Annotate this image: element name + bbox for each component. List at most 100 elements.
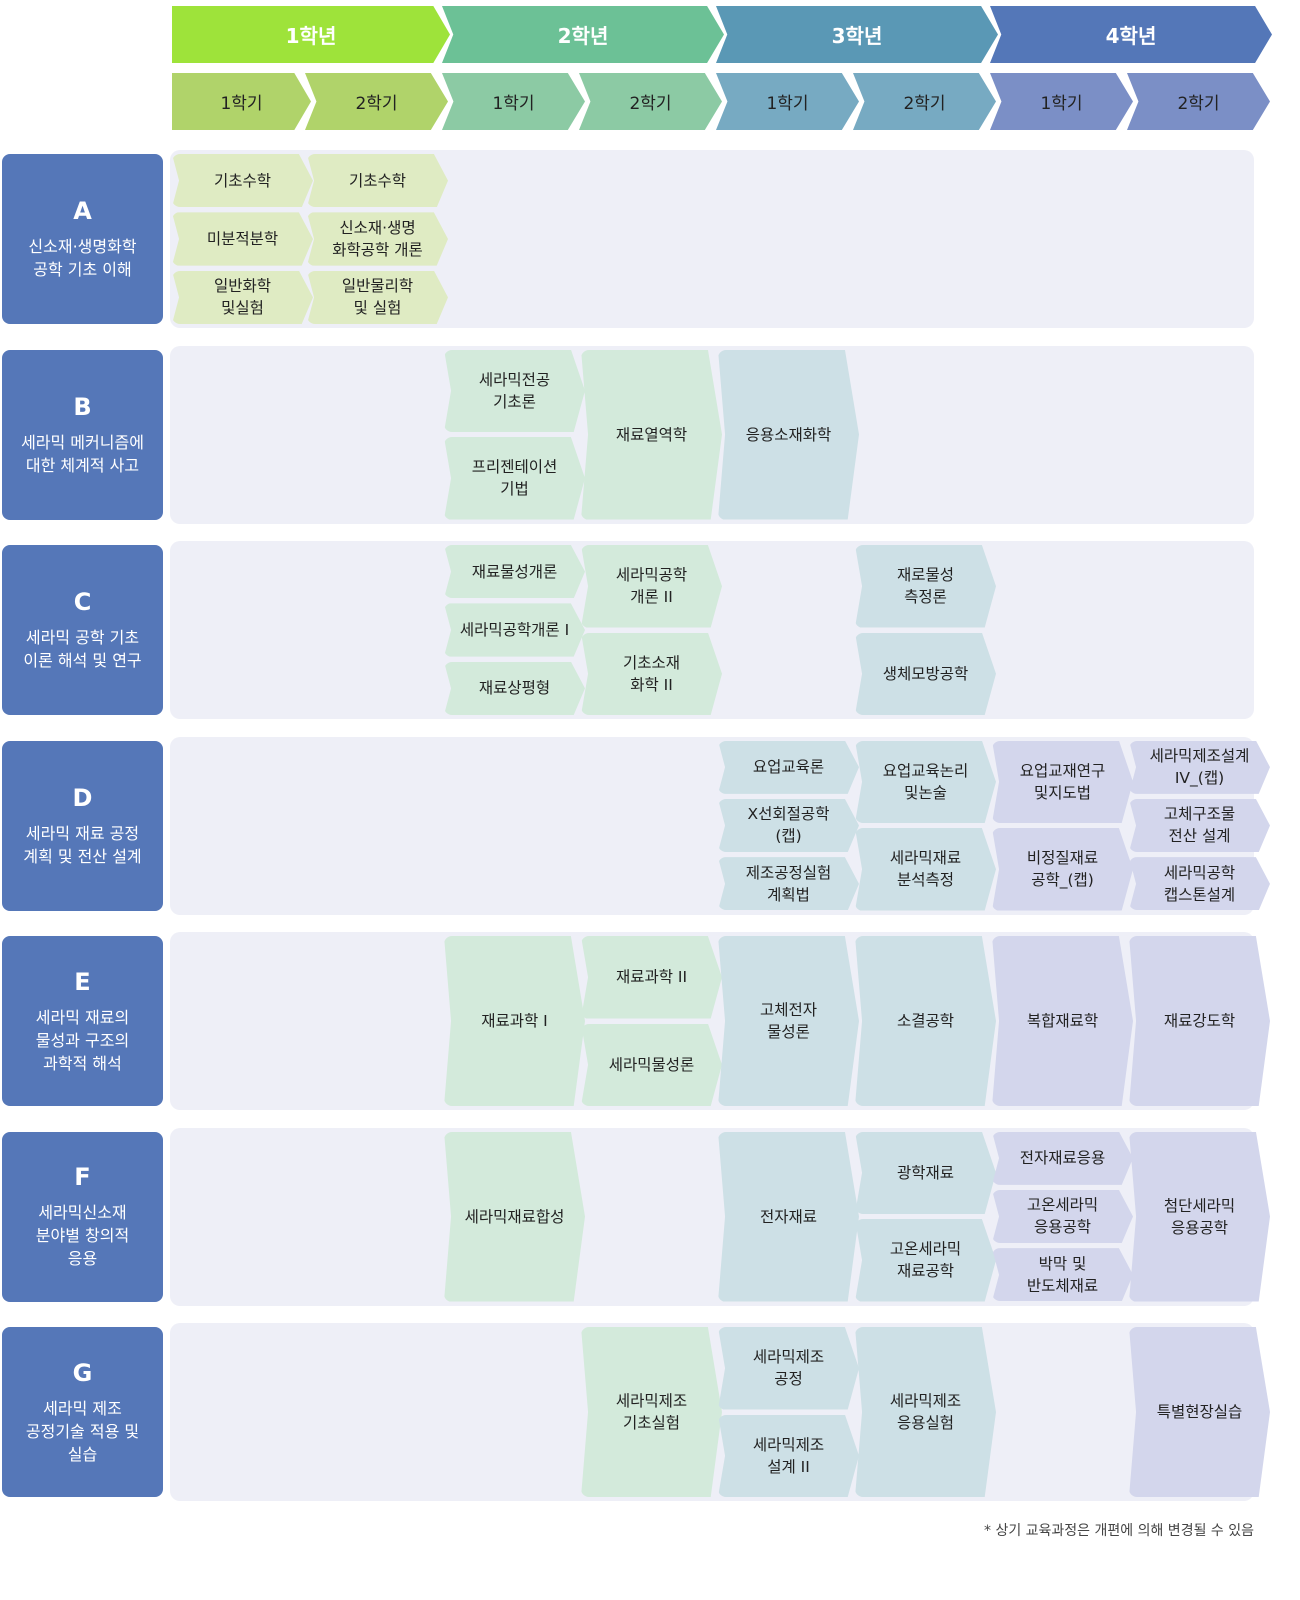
course-cell: 세라믹제조 응용실험 (855, 1327, 996, 1497)
course-cell: 기초수학 신소재·생명 화학공학 개론 일반물리학 및 실험 (307, 154, 448, 324)
course-cell: 요업교육론 X선회절공학 (캡) 제조공정실험 계획법 (718, 740, 859, 911)
course-cell: 고체전자 물성론 (718, 936, 859, 1106)
course-cell: 소결공학 (855, 936, 996, 1106)
competency-label: C 세라믹 공학 기초 이론 해석 및 연구 (2, 545, 163, 715)
semester-header: 2학기 (853, 73, 996, 130)
course-item: 응용소재화학 (718, 349, 859, 520)
course-item: 전자재료응용 (992, 1131, 1133, 1185)
competency-title: 신소재·생명화학 공학 기초 이해 (28, 237, 137, 279)
course-cell: 광학재료 고온세라믹 재료공학 (855, 1131, 996, 1302)
year-header: 1학년 (172, 6, 450, 63)
course-item: 재료상평형 (444, 661, 585, 715)
course-cell: 재료과학 I (444, 936, 585, 1106)
course-item: 기초소재 화학 II (581, 632, 722, 715)
footnote: * 상기 교육과정은 개편에 의해 변경될 수 있음 (984, 1523, 1254, 1539)
course-item: 제조공정실험 계획법 (718, 857, 859, 911)
course-cell: 세라믹제조 공정 세라믹제조 설계 II (718, 1327, 859, 1497)
course-item: 세라믹공학 캡스톤설계 (1129, 857, 1270, 911)
course-item: 고온세라믹 재료공학 (855, 1219, 996, 1302)
course-item: 기초수학 (307, 154, 448, 208)
course-cell: 세라믹제조설계 IV_(캡) 고체구조물 전산 설계 세라믹공학 캡스톤설계 (1129, 740, 1270, 911)
course-cell: 재료열역학 (581, 349, 722, 520)
course-item: 재료강도학 (1129, 936, 1270, 1106)
competency-title: 세라믹 제조 공정기술 적용 및 실습 (25, 1398, 140, 1464)
course-item: 요업교육론 (718, 740, 859, 794)
semester-header: 2학기 (1127, 73, 1270, 130)
course-item: 프리젠테이션 기법 (444, 437, 585, 520)
course-item: 세라믹제조설계 IV_(캡) (1129, 740, 1270, 794)
course-cell: 첨단세라믹 응용공학 (1129, 1131, 1270, 1302)
course-cell: 복합재료학 (992, 936, 1133, 1106)
competency-letter: B (73, 392, 92, 421)
competency-letter: D (72, 783, 93, 812)
course-item: 재료물성개론 (444, 545, 585, 599)
competency-title: 세라믹 재료의 물성과 구조의 과학적 해석 (35, 1007, 130, 1073)
course-cell: 재료물성개론 세라믹공학개론 I 재료상평형 (444, 545, 585, 715)
course-cell: 세라믹재료합성 (444, 1131, 585, 1302)
course-item: 일반화학 및실험 (172, 270, 313, 324)
competency-label: B 세라믹 메커니즘에 대한 체계적 사고 (2, 349, 163, 520)
year-header: 4학년 (990, 6, 1272, 63)
course-cell: 특별현장실습 (1129, 1327, 1270, 1497)
course-cell: 재료과학 II 세라믹물성론 (581, 936, 722, 1106)
course-cell: 요업교육논리 및논술 세라믹재료 분석측정 (855, 740, 996, 911)
course-item: 고체전자 물성론 (718, 936, 859, 1106)
course-item: 요업교재연구 및지도법 (992, 740, 1133, 823)
course-item: 재료열역학 (581, 349, 722, 520)
semester-header: 1학기 (716, 73, 859, 130)
course-item: 세라믹공학 개론 II (581, 545, 722, 628)
course-item: 고온세라믹 응용공학 (992, 1189, 1133, 1244)
competency-label: F 세라믹신소재 분야별 창의적 응용 (2, 1131, 163, 1302)
competency-letter: F (74, 1163, 91, 1191)
course-cell: 요업교재연구 및지도법 비정질재료 공학_(캡) (992, 740, 1133, 911)
course-cell: 전자재료응용 고온세라믹 응용공학 박막 및 반도체재료 (992, 1131, 1133, 1302)
course-cell: 응용소재화학 (718, 349, 859, 520)
course-item: 박막 및 반도체재료 (992, 1248, 1133, 1302)
course-cell: 세라믹제조 기초실험 (581, 1327, 722, 1497)
competency-letter: G (72, 1358, 93, 1387)
course-item: 첨단세라믹 응용공학 (1129, 1131, 1270, 1302)
course-item: X선회절공학 (캡) (718, 798, 859, 853)
course-item: 재료과학 I (444, 936, 585, 1106)
semester-header: 2학기 (579, 73, 722, 130)
competency-title: 세라믹 메커니즘에 대한 체계적 사고 (21, 432, 144, 475)
competency-label: G 세라믹 제조 공정기술 적용 및 실습 (2, 1327, 163, 1497)
semester-header: 1학기 (172, 73, 311, 130)
course-item: 세라믹제조 공정 (718, 1327, 859, 1410)
course-item: 소결공학 (855, 936, 996, 1106)
year-header: 2학년 (442, 6, 724, 63)
course-item: 세라믹제조 응용실험 (855, 1327, 996, 1497)
semester-header: 1학기 (990, 73, 1133, 130)
course-item: 세라믹제조 기초실험 (581, 1327, 722, 1497)
course-item: 복합재료학 (992, 936, 1133, 1106)
course-cell: 기초수학 미분적분학 일반화학 및실험 (172, 154, 313, 324)
course-cell: 재료강도학 (1129, 936, 1270, 1106)
course-cell: 세라믹전공 기초론 프리젠테이션 기법 (444, 349, 585, 520)
semester-header: 2학기 (305, 73, 448, 130)
course-item: 특별현장실습 (1129, 1327, 1270, 1497)
course-cell: 재로물성 측정론 생체모방공학 (855, 545, 996, 715)
competency-letter: E (74, 967, 91, 996)
course-item: 광학재료 (855, 1131, 996, 1214)
course-item: 기초수학 (172, 154, 313, 208)
competency-title: 세라믹 공학 기초 이론 해석 및 연구 (23, 628, 142, 670)
course-item: 세라믹재료 분석측정 (855, 828, 996, 911)
course-item: 요업교육논리 및논술 (855, 740, 996, 823)
course-cell: 전자재료 (718, 1131, 859, 1302)
year-header: 3학년 (716, 6, 998, 63)
competency-label: A 신소재·생명화학 공학 기초 이해 (2, 154, 163, 324)
course-item: 세라믹공학개론 I (444, 603, 585, 657)
course-item: 신소재·생명 화학공학 개론 (307, 212, 448, 266)
course-item: 세라믹물성론 (581, 1023, 722, 1106)
semester-header: 1학기 (442, 73, 585, 130)
competency-letter: A (73, 197, 92, 225)
competency-title: 세라믹 재료 공정 계획 및 전산 설계 (23, 823, 142, 866)
course-item: 세라믹전공 기초론 (444, 349, 585, 432)
course-item: 전자재료 (718, 1131, 859, 1302)
course-item: 생체모방공학 (855, 632, 996, 715)
course-cell: 세라믹공학 개론 II 기초소재 화학 II (581, 545, 722, 715)
course-item: 재로물성 측정론 (855, 545, 996, 628)
competency-letter: C (73, 588, 92, 616)
course-item: 세라믹제조 설계 II (718, 1414, 859, 1497)
competency-label: E 세라믹 재료의 물성과 구조의 과학적 해석 (2, 936, 163, 1106)
